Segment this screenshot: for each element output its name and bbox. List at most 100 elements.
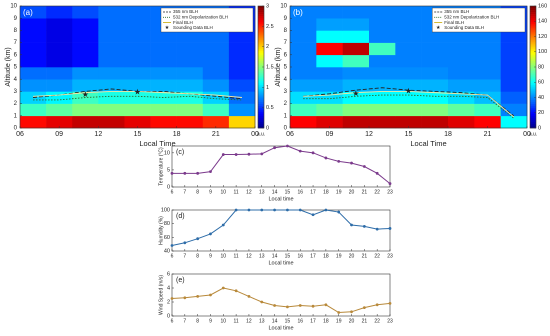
data-line	[171, 209, 391, 247]
data-point	[234, 289, 238, 293]
heat-cell	[20, 30, 47, 43]
colorbar-step	[530, 34, 536, 37]
heat-cell	[176, 54, 204, 68]
colorbar-step	[530, 18, 536, 21]
y-tick-label: 5	[14, 65, 18, 71]
colorbar-step	[258, 67, 264, 70]
colorbar-step	[258, 77, 264, 80]
heat-cell	[72, 6, 99, 19]
colorbar-step	[530, 22, 536, 25]
colorbar-step	[530, 115, 536, 119]
heat-cell	[395, 91, 422, 104]
colorbar-step	[530, 117, 536, 121]
heat-cell	[474, 54, 501, 68]
y-axis-label: Altitude (km)	[5, 47, 12, 86]
x-tick-label: 11	[234, 189, 239, 195]
heat-cell	[290, 79, 317, 92]
colorbar-step	[258, 97, 264, 100]
x-tick-label: 9	[209, 318, 212, 324]
x-tick-label: 09	[55, 131, 63, 138]
heat-cell	[72, 103, 99, 117]
colorbar-step	[258, 28, 264, 31]
colorbar-step	[530, 87, 536, 90]
colorbar-step	[258, 32, 264, 35]
y-tick-label: 10	[164, 150, 170, 156]
heat-cell	[176, 30, 204, 43]
heat-cell	[316, 115, 343, 129]
panel-label: (b)	[293, 8, 303, 17]
legend-label: Final BLH	[173, 20, 193, 25]
colorbar-step	[258, 123, 264, 127]
colorbar-step	[530, 119, 536, 123]
colorbar-step	[258, 83, 264, 86]
y-axis-label: Altitude (km)	[275, 47, 282, 86]
y-tick-label: 4	[167, 285, 170, 291]
y-tick-label: 2	[14, 101, 18, 107]
data-point	[350, 223, 353, 227]
heat-cell	[316, 30, 343, 43]
heat-cell	[98, 6, 125, 19]
data-point	[273, 208, 276, 212]
heat-cell	[290, 91, 317, 104]
x-tick-label: 21	[484, 131, 492, 138]
heat-cell	[72, 30, 99, 43]
heat-cell	[448, 42, 475, 56]
x-tick-label: 09	[326, 131, 334, 138]
y-tick-label: 80	[164, 221, 170, 227]
heat-cell	[20, 103, 47, 117]
colorbar-step	[530, 6, 536, 9]
legend-label: 532 nm Depolarization BLH	[444, 14, 499, 19]
heat-cell	[474, 42, 501, 56]
colorbar-step	[530, 85, 536, 88]
heat-cell	[316, 91, 343, 104]
colorbar-step	[258, 42, 264, 45]
heat-cell	[369, 6, 396, 19]
heat-cell	[46, 67, 73, 80]
data-point	[286, 144, 289, 148]
heat-cell	[290, 42, 317, 56]
heat-cell	[500, 42, 528, 56]
heat-cell	[72, 67, 99, 80]
x-tick-label: 18	[323, 253, 329, 259]
colorbar-step	[530, 20, 536, 23]
heat-cell	[72, 18, 99, 31]
colorbar-step	[530, 113, 536, 117]
heat-cell	[395, 18, 422, 31]
heat-cell	[98, 18, 125, 31]
heat-cell	[20, 115, 47, 129]
x-axis-label: Local time	[268, 196, 293, 202]
axes-frame	[171, 145, 391, 188]
heat-cell	[290, 67, 317, 80]
heat-cell	[369, 67, 396, 80]
data-point	[350, 310, 353, 314]
colorbar-step	[530, 16, 536, 19]
colorbar-step	[530, 69, 536, 72]
colorbar-step	[258, 79, 264, 82]
heat-cell	[316, 6, 343, 19]
heat-cell	[448, 54, 475, 68]
colorbar-step	[530, 48, 536, 52]
heat-cell	[342, 30, 370, 43]
data-point	[311, 304, 315, 308]
colorbar-step	[530, 73, 536, 76]
colorbar-step	[258, 87, 264, 90]
colorbar-step	[258, 121, 264, 125]
heat-cell	[421, 30, 449, 43]
x-tick-label: 7	[183, 318, 186, 324]
heat-cell	[342, 54, 370, 68]
heat-cell	[228, 79, 256, 92]
y-tick-label: 3	[284, 89, 288, 95]
y-tick-label: 3	[14, 89, 18, 95]
heat-cell	[202, 91, 230, 104]
x-tick-label: 15	[405, 131, 413, 138]
data-point	[260, 300, 264, 304]
heat-cell	[448, 30, 475, 43]
heat-cell	[46, 18, 73, 31]
colorbar-label: a.u.	[257, 131, 265, 137]
heat-cell	[342, 67, 370, 80]
data-line	[172, 145, 391, 184]
data-point	[183, 296, 187, 300]
y-tick-label: 2	[167, 299, 170, 305]
colorbar-step	[530, 123, 536, 127]
x-tick-label: 10	[221, 189, 227, 195]
